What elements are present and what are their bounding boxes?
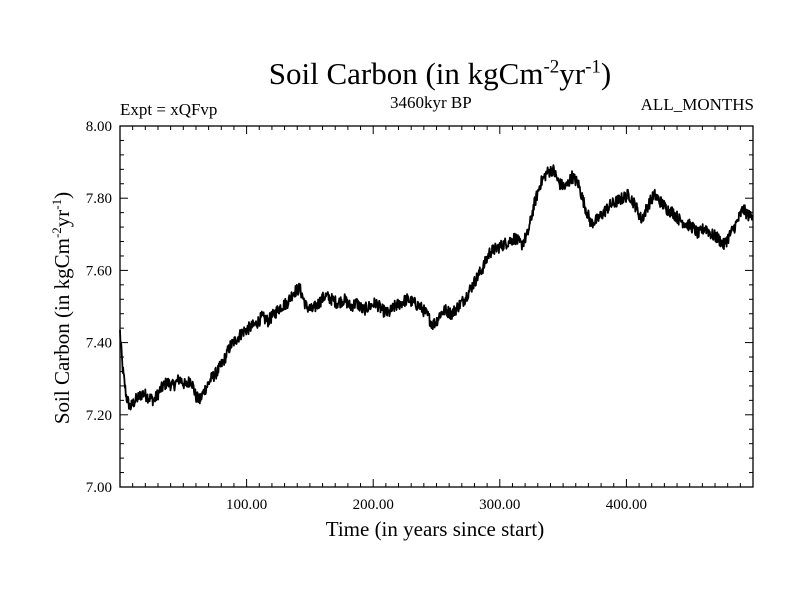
y-tick-label: 7.20 (86, 408, 112, 424)
plot-frame (119, 125, 754, 488)
y-tick-label: 7.00 (86, 480, 112, 496)
x-tick-label: 400.00 (606, 497, 647, 513)
experiment-label: Expt = xQFvp (120, 100, 218, 119)
months-label: ALL_MONTHS (640, 95, 754, 114)
y-tick-label: 8.00 (86, 119, 112, 135)
soil-carbon-series-line (119, 164, 754, 411)
x-tick-label: 300.00 (479, 497, 520, 513)
x-tick-label: 100.00 (226, 497, 267, 513)
y-tick-label: 7.40 (86, 336, 112, 352)
period-label: 3460kyr BP (390, 93, 472, 112)
x-axis-label: Time (in years since start) (325, 517, 545, 541)
y-tick-label: 7.80 (86, 191, 112, 207)
y-tick-label: 7.60 (86, 263, 112, 279)
x-tick-label: 200.00 (353, 497, 394, 513)
chart-title: Soil Carbon (in kgCm-2yr-1) (268, 56, 612, 91)
